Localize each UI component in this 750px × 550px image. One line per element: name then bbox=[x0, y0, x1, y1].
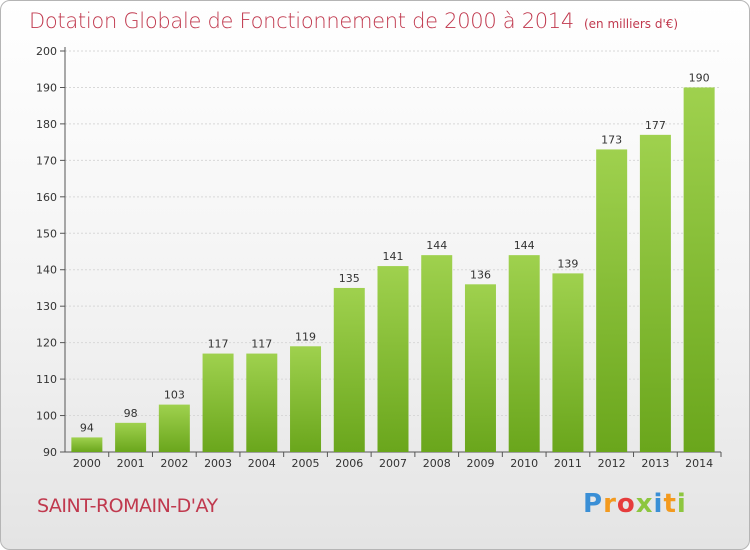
bar-value-label: 98 bbox=[124, 407, 138, 420]
bar-value-label: 135 bbox=[339, 272, 360, 285]
x-tick-label: 2007 bbox=[379, 457, 407, 470]
bar-value-label: 119 bbox=[295, 330, 316, 343]
x-tick-label: 2014 bbox=[685, 457, 713, 470]
bar-value-label: 103 bbox=[164, 389, 185, 402]
y-tick-label: 90 bbox=[43, 446, 57, 459]
x-tick-label: 2011 bbox=[554, 457, 582, 470]
bar[interactable] bbox=[71, 437, 103, 452]
x-tick-label: 2004 bbox=[248, 457, 276, 470]
bar-value-label: 94 bbox=[80, 421, 94, 434]
bar[interactable] bbox=[158, 404, 190, 452]
y-tick-label: 190 bbox=[36, 81, 57, 94]
bar-value-label: 117 bbox=[208, 338, 229, 351]
logo-letter: i bbox=[653, 489, 664, 519]
bar[interactable] bbox=[421, 255, 453, 452]
x-tick-label: 2008 bbox=[423, 457, 451, 470]
bar-value-label: 144 bbox=[426, 239, 447, 252]
bar-value-label: 141 bbox=[383, 250, 404, 263]
bar[interactable] bbox=[464, 284, 496, 452]
proxiti-logo[interactable]: Proxiti bbox=[583, 489, 687, 519]
y-tick-label: 100 bbox=[36, 410, 57, 423]
logo-letter: t bbox=[663, 489, 677, 519]
x-tick-label: 2009 bbox=[466, 457, 494, 470]
y-tick-label: 150 bbox=[36, 227, 57, 240]
chart-title: Dotation Globale de Fonctionnement de 20… bbox=[29, 9, 574, 33]
y-tick-label: 170 bbox=[36, 154, 57, 167]
x-tick-label: 2000 bbox=[73, 457, 101, 470]
y-tick-label: 140 bbox=[36, 264, 57, 277]
x-tick-label: 2002 bbox=[160, 457, 188, 470]
y-tick-label: 120 bbox=[36, 337, 57, 350]
y-tick-label: 130 bbox=[36, 300, 57, 313]
bar[interactable] bbox=[377, 266, 409, 452]
commune-name: SAINT-ROMAIN-D'AY bbox=[37, 495, 218, 517]
logo-letter: x bbox=[635, 489, 654, 519]
x-tick-label: 2005 bbox=[292, 457, 320, 470]
bar-value-label: 139 bbox=[557, 257, 578, 270]
x-tick-label: 2010 bbox=[510, 457, 538, 470]
chart-unit: (en milliers d'€) bbox=[583, 17, 679, 31]
x-tick-label: 2012 bbox=[598, 457, 626, 470]
bar[interactable] bbox=[333, 287, 365, 452]
logo-letter: P bbox=[583, 489, 604, 519]
x-tick-label: 2013 bbox=[641, 457, 669, 470]
bar-value-label: 117 bbox=[251, 338, 272, 351]
bar[interactable] bbox=[639, 134, 671, 452]
bar-value-label: 190 bbox=[689, 71, 710, 84]
bar-value-label: 177 bbox=[645, 119, 666, 132]
bar[interactable] bbox=[246, 353, 278, 452]
logo-letter: o bbox=[616, 489, 636, 519]
bar-value-label: 144 bbox=[514, 239, 535, 252]
logo-letter: r bbox=[603, 489, 617, 519]
y-tick-label: 200 bbox=[36, 45, 57, 58]
y-tick-label: 180 bbox=[36, 118, 57, 131]
bar-value-label: 136 bbox=[470, 268, 491, 281]
logo-letter: i bbox=[676, 489, 687, 519]
y-tick-label: 160 bbox=[36, 191, 57, 204]
bar[interactable] bbox=[290, 346, 322, 452]
bar[interactable] bbox=[115, 422, 147, 452]
x-tick-label: 2001 bbox=[117, 457, 145, 470]
x-tick-label: 2003 bbox=[204, 457, 232, 470]
bar[interactable] bbox=[202, 353, 234, 452]
chart-title-block: Dotation Globale de Fonctionnement de 20… bbox=[29, 9, 678, 33]
y-tick-label: 110 bbox=[36, 373, 57, 386]
bar[interactable] bbox=[552, 273, 584, 452]
x-tick-label: 2006 bbox=[335, 457, 363, 470]
bar[interactable] bbox=[683, 87, 715, 453]
bar[interactable] bbox=[596, 149, 628, 452]
bar-value-label: 173 bbox=[601, 133, 622, 146]
bar[interactable] bbox=[508, 255, 540, 452]
